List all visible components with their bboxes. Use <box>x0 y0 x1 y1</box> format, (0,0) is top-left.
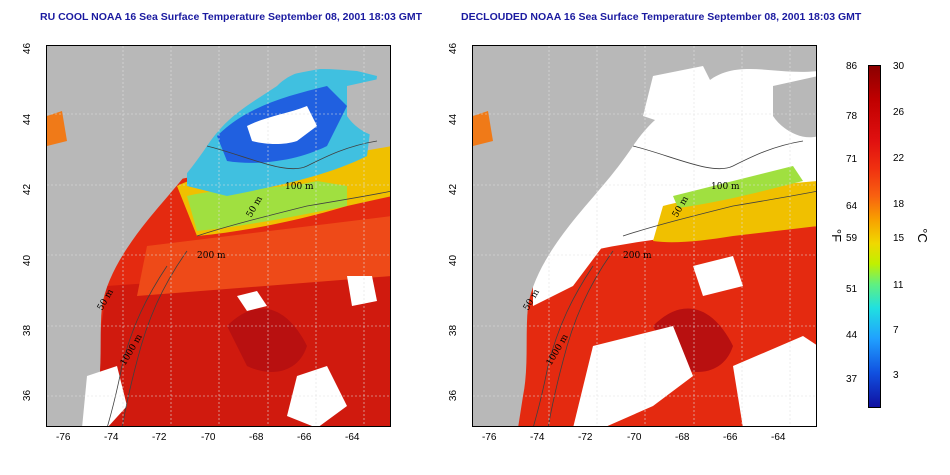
x-tick-left: -68 <box>249 432 264 443</box>
colorbar-f-tick: 44 <box>846 330 858 341</box>
x-tick-left: -70 <box>201 432 216 443</box>
y-tick-right: 42 <box>448 183 460 196</box>
colorbar-c-unit: °C <box>914 228 930 243</box>
colorbar-c-tick: 7 <box>893 325 899 336</box>
y-tick-right: 44 <box>448 113 460 126</box>
right-sst-image: 100 m 50 m 200 m 1000 m 50 m <box>473 46 816 426</box>
x-tick-left: -74 <box>104 432 119 443</box>
left-sst-map: 100 m 50 m 200 m 1000 m 50 m <box>46 45 391 427</box>
contour-label-100m-right: 100 m <box>711 182 740 192</box>
contour-label-200m-right: 200 m <box>623 251 652 261</box>
contour-label-100m: 100 m <box>285 182 314 192</box>
colorbar-c-tick: 3 <box>893 370 899 381</box>
colorbar-c-tick: 26 <box>893 107 905 118</box>
y-tick-right: 36 <box>448 389 460 402</box>
y-tick-left: 36 <box>22 389 34 402</box>
colorbar-f-tick: 59 <box>846 233 858 244</box>
x-tick-left: -66 <box>297 432 312 443</box>
x-tick-right: -64 <box>771 432 786 443</box>
y-tick-left: 42 <box>22 183 34 196</box>
right-sst-map: 100 m 50 m 200 m 1000 m 50 m <box>472 45 817 427</box>
right-map-title: DECLOUDED NOAA 16 Sea Surface Temperatur… <box>461 11 862 23</box>
colorbar-f-unit: °F <box>829 228 845 243</box>
left-sst-image: 100 m 50 m 200 m 1000 m 50 m <box>47 46 390 426</box>
x-tick-left: -76 <box>56 432 71 443</box>
x-tick-left: -64 <box>345 432 360 443</box>
y-tick-right: 46 <box>448 42 460 55</box>
x-tick-right: -66 <box>723 432 738 443</box>
colorbar-f-tick: 86 <box>846 61 858 72</box>
colorbar-c-tick: 11 <box>893 280 904 291</box>
colorbar-f-tick: 71 <box>846 154 858 165</box>
contour-label-200m: 200 m <box>197 251 226 261</box>
x-tick-right: -68 <box>675 432 690 443</box>
colorbar-f-tick: 37 <box>846 374 858 385</box>
y-tick-left: 38 <box>22 324 34 337</box>
x-tick-right: -72 <box>578 432 593 443</box>
x-tick-left: -72 <box>152 432 167 443</box>
colorbar-c-tick: 30 <box>893 61 905 72</box>
colorbar-f-tick: 78 <box>846 111 858 122</box>
y-tick-left: 46 <box>22 42 34 55</box>
y-tick-left: 44 <box>22 113 34 126</box>
x-tick-right: -76 <box>482 432 497 443</box>
colorbar-c-tick: 22 <box>893 153 905 164</box>
y-tick-left: 40 <box>22 254 34 267</box>
x-tick-right: -70 <box>627 432 642 443</box>
temperature-colorbar <box>868 65 881 408</box>
y-tick-right: 38 <box>448 324 460 337</box>
left-map-title: RU COOL NOAA 16 Sea Surface Temperature … <box>40 11 423 23</box>
y-tick-right: 40 <box>448 254 460 267</box>
x-tick-right: -74 <box>530 432 545 443</box>
colorbar-c-tick: 18 <box>893 199 905 210</box>
colorbar-c-tick: 15 <box>893 233 905 244</box>
colorbar-f-tick: 64 <box>846 201 858 212</box>
colorbar-f-tick: 51 <box>846 284 858 295</box>
